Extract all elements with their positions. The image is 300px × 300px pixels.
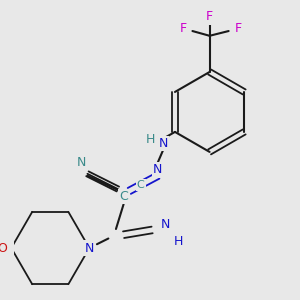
Text: N: N — [77, 156, 86, 169]
Text: N: N — [153, 164, 163, 176]
Text: C: C — [137, 180, 145, 190]
Text: H: H — [174, 235, 184, 248]
Text: F: F — [179, 22, 187, 35]
Text: C: C — [119, 190, 128, 203]
Text: H: H — [146, 133, 155, 146]
Text: O: O — [0, 242, 7, 254]
Text: F: F — [206, 10, 213, 23]
Text: F: F — [235, 22, 242, 35]
Text: N: N — [159, 137, 168, 150]
Text: N: N — [85, 242, 94, 254]
Text: N: N — [161, 218, 170, 231]
